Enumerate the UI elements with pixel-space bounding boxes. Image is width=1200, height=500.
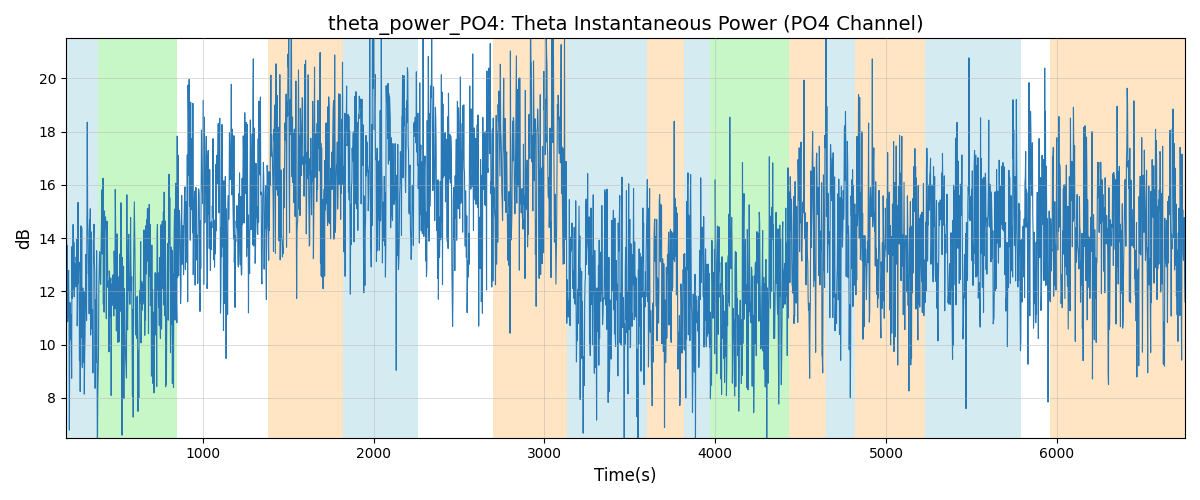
Bar [343,38,418,438]
Bar [684,38,710,438]
Bar [827,38,856,438]
Title: theta_power_PO4: Theta Instantaneous Power (PO4 Channel): theta_power_PO4: Theta Instantaneous Pow… [328,15,923,35]
Bar [566,38,647,438]
X-axis label: Time(s): Time(s) [594,467,656,485]
Bar [647,38,684,438]
Bar [1050,38,1186,438]
Y-axis label: dB: dB [14,227,32,249]
Bar [925,38,1021,438]
Bar [98,38,178,438]
Bar [268,38,343,438]
Bar [856,38,925,438]
Bar [788,38,827,438]
Bar [493,38,566,438]
Bar [710,38,788,438]
Bar [66,38,98,438]
